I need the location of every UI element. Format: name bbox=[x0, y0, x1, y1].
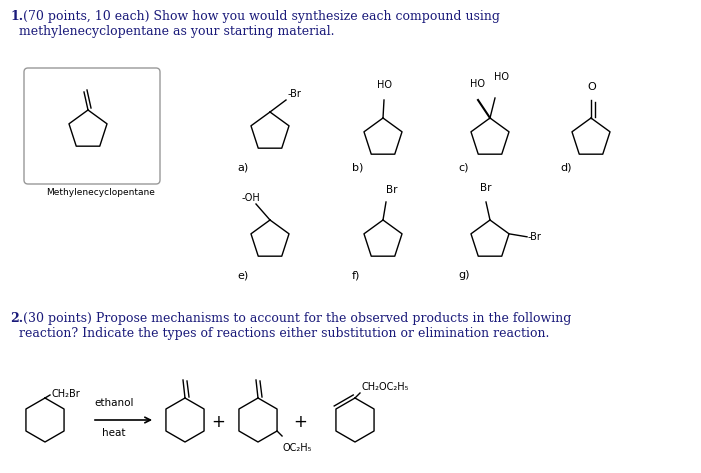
Text: CH₂Br: CH₂Br bbox=[51, 389, 80, 399]
Text: f): f) bbox=[352, 270, 360, 280]
Text: Br: Br bbox=[480, 183, 491, 193]
Text: a): a) bbox=[237, 162, 248, 172]
Text: OC₂H₅: OC₂H₅ bbox=[282, 443, 311, 453]
Text: -Br: -Br bbox=[527, 232, 541, 242]
Text: -OH: -OH bbox=[242, 193, 261, 203]
Text: Br: Br bbox=[386, 185, 397, 195]
Text: 2.: 2. bbox=[10, 312, 23, 325]
Text: heat: heat bbox=[102, 428, 125, 438]
Text: (70 points, 10 each) Show how you would synthesize each compound using
methylene: (70 points, 10 each) Show how you would … bbox=[19, 10, 500, 38]
Text: Methylenecyclopentane: Methylenecyclopentane bbox=[46, 188, 155, 197]
Text: d): d) bbox=[560, 162, 571, 172]
Text: CH₂OC₂H₅: CH₂OC₂H₅ bbox=[361, 382, 409, 392]
FancyBboxPatch shape bbox=[24, 68, 160, 184]
Text: +: + bbox=[211, 413, 225, 431]
Text: e): e) bbox=[237, 270, 248, 280]
Text: (30 points) Propose mechanisms to account for the observed products in the follo: (30 points) Propose mechanisms to accoun… bbox=[19, 312, 571, 340]
Text: HO: HO bbox=[377, 80, 392, 90]
Text: +: + bbox=[293, 413, 307, 431]
Text: c): c) bbox=[458, 162, 468, 172]
Text: -Br: -Br bbox=[288, 89, 302, 99]
Text: ethanol: ethanol bbox=[94, 398, 133, 408]
Text: g): g) bbox=[458, 270, 470, 280]
Text: b): b) bbox=[352, 162, 363, 172]
Text: HO: HO bbox=[470, 79, 485, 89]
Text: 1.: 1. bbox=[10, 10, 23, 23]
Text: HO: HO bbox=[494, 72, 509, 82]
Text: O: O bbox=[587, 82, 597, 92]
